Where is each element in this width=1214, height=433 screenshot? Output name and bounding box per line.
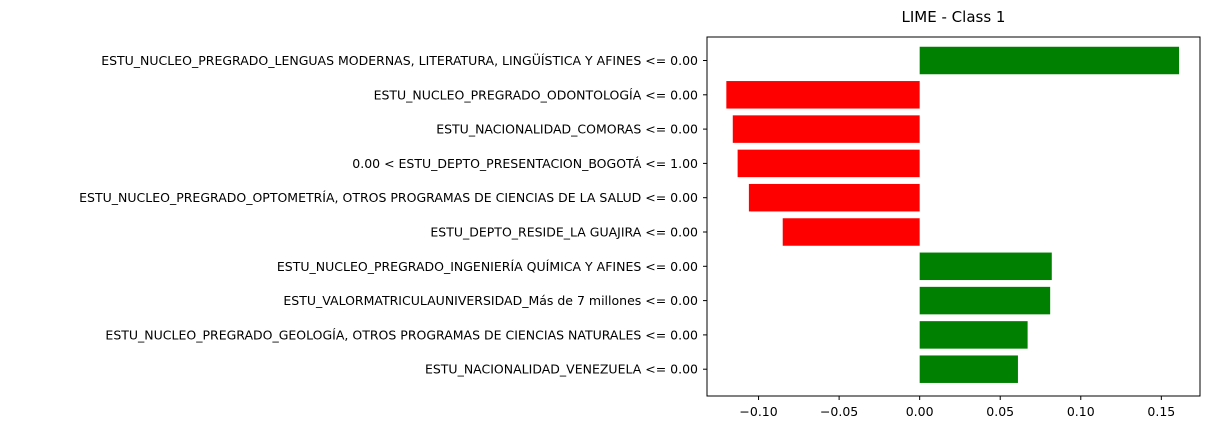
x-tick-label: −0.05 xyxy=(820,404,858,419)
bar-3 xyxy=(737,149,920,178)
bar-1 xyxy=(726,81,920,109)
y-tick-label: ESTU_NUCLEO_PREGRADO_ODONTOLOGÍA <= 0.00 xyxy=(374,87,698,102)
bar-7 xyxy=(919,286,1051,315)
y-tick-label: ESTU_NUCLEO_PREGRADO_INGENIERÍA QUÍMICA … xyxy=(277,259,698,274)
x-tick-label: −0.10 xyxy=(739,404,777,419)
chart-title: LIME - Class 1 xyxy=(902,8,1006,26)
y-tick-label: ESTU_NUCLEO_PREGRADO_LENGUAS MODERNAS, L… xyxy=(101,52,698,68)
bar-6 xyxy=(919,252,1052,281)
y-tick-labels: ESTU_NUCLEO_PREGRADO_LENGUAS MODERNAS, L… xyxy=(79,52,707,377)
bar-5 xyxy=(782,218,920,246)
x-tick-label: 0.00 xyxy=(906,404,934,419)
x-ticks: −0.10 −0.05 0.00 0.05 0.10 0.15 xyxy=(739,396,1175,419)
plot-frame xyxy=(706,36,1201,397)
x-tick-label: 0.15 xyxy=(1147,404,1175,419)
y-tick-label: ESTU_DEPTO_RESIDE_LA GUAJIRA <= 0.00 xyxy=(430,225,698,240)
y-tick-label: ESTU_NUCLEO_PREGRADO_GEOLOGÍA, OTROS PRO… xyxy=(105,327,698,342)
bar-9 xyxy=(919,355,1018,383)
y-tick-label: ESTU_NACIONALIDAD_VENEZUELA <= 0.00 xyxy=(425,362,698,377)
y-tick-label: 0.00 < ESTU_DEPTO_PRESENTACION_BOGOTÁ <=… xyxy=(352,156,698,171)
y-tick-label: ESTU_NACIONALIDAD_COMORAS <= 0.00 xyxy=(436,122,698,137)
bar-4 xyxy=(748,183,920,212)
bar-8 xyxy=(919,321,1028,349)
y-tick-label: ESTU_VALORMATRICULAUNIVERSIDAD_Más de 7 … xyxy=(283,293,698,308)
bar-2 xyxy=(732,115,920,143)
bar-0 xyxy=(919,46,1180,75)
bars-group xyxy=(726,46,1180,383)
x-tick-label: 0.05 xyxy=(986,404,1014,419)
x-tick-label: 0.10 xyxy=(1067,404,1095,419)
y-tick-label: ESTU_NUCLEO_PREGRADO_OPTOMETRÍA, OTROS P… xyxy=(79,190,698,205)
